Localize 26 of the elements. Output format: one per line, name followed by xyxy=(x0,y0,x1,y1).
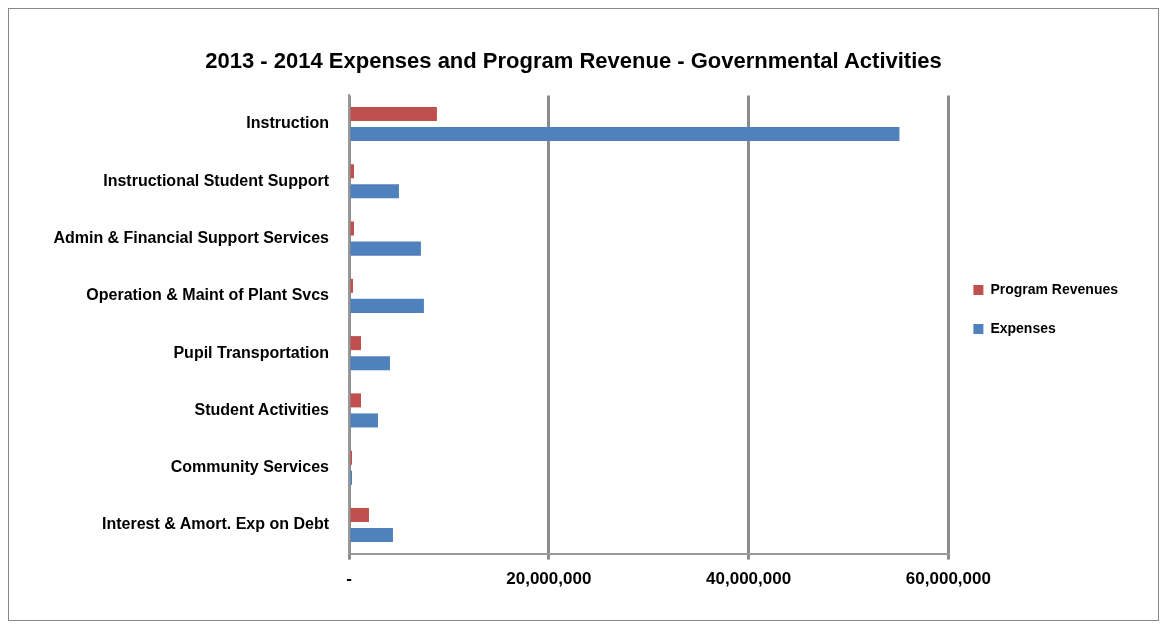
x-tick-label: 60,000,000 xyxy=(905,569,991,589)
chart-title: 2013 - 2014 Expenses and Program Revenue - Governmental Activities xyxy=(205,48,942,74)
y-tick-label: Community Services xyxy=(170,458,330,476)
bar xyxy=(350,413,378,428)
y-tick-label: Instructional Student Support xyxy=(103,171,330,189)
y-tick-label: Pupil Transportation xyxy=(173,343,329,361)
bar xyxy=(350,298,424,313)
bar xyxy=(350,393,361,408)
x-tick-label: 40,000,000 xyxy=(706,569,792,589)
bar xyxy=(350,127,900,142)
bar xyxy=(350,184,399,199)
y-tick-label: Operation & Maint of Plant Svcs xyxy=(86,286,330,304)
y-tick-label: Instruction xyxy=(246,114,329,132)
bar xyxy=(350,107,437,122)
bar xyxy=(350,336,361,351)
y-tick-label: Interest & Amort. Exp on Debt xyxy=(102,515,330,533)
bar xyxy=(350,241,421,256)
x-tick-label: 20,000,000 xyxy=(506,569,592,589)
legend-label: Expenses xyxy=(990,319,1056,336)
bar xyxy=(350,356,390,371)
y-tick-label: Student Activities xyxy=(194,400,330,418)
legend-label: Program Revenues xyxy=(990,280,1119,297)
x-tick-label: - xyxy=(346,569,352,589)
bar xyxy=(350,507,369,522)
y-tick-label: Admin & Financial Support Services xyxy=(53,228,330,246)
bar xyxy=(350,527,393,542)
